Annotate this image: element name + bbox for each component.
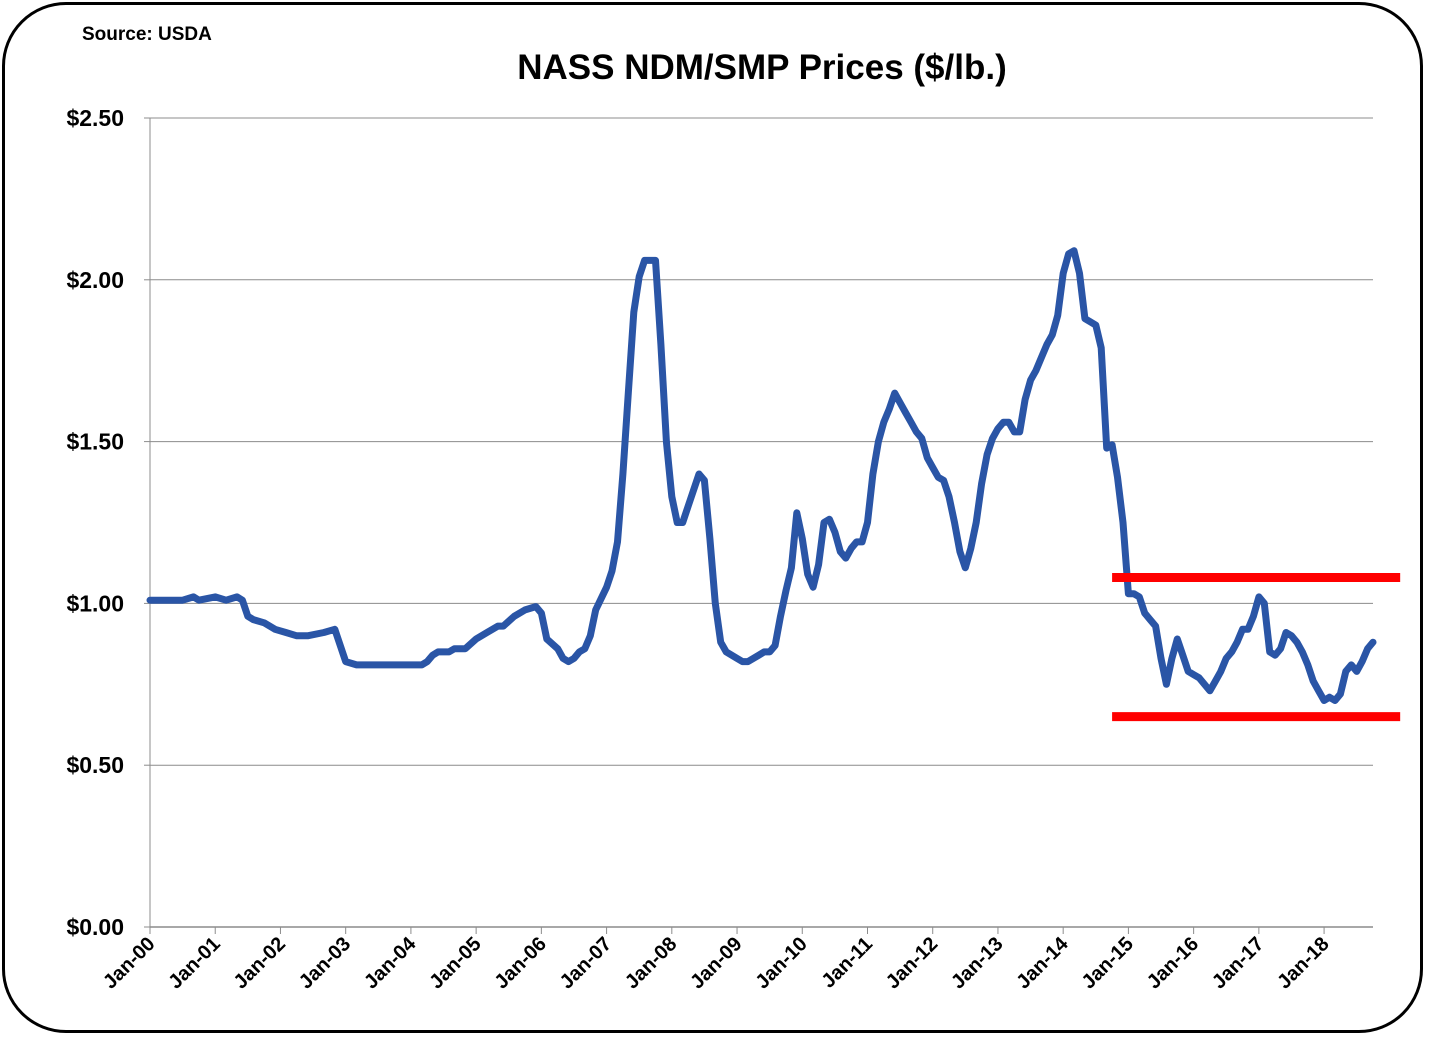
x-tick-label: Jan-18	[1273, 933, 1333, 993]
x-tick-label: Jan-08	[621, 933, 681, 993]
y-tick-label: $0.00	[66, 914, 124, 940]
x-tick-label: Jan-16	[1143, 933, 1203, 993]
y-tick-label: $2.00	[66, 267, 124, 293]
x-tick-label: Jan-14	[1012, 932, 1073, 993]
x-tick-label: Jan-01	[164, 933, 224, 993]
y-tick-label: $1.00	[66, 590, 124, 616]
x-tick-label: Jan-06	[491, 933, 551, 993]
x-tick-label: Jan-12	[882, 933, 942, 993]
x-tick-label: Jan-05	[425, 933, 485, 993]
series-line	[146, 247, 1377, 704]
chart-title: NASS NDM/SMP Prices ($/lb.)	[517, 48, 1007, 87]
y-tick-label: $1.50	[66, 429, 124, 455]
x-tick-label: Jan-10	[751, 933, 811, 993]
x-tick-label: Jan-17	[1208, 933, 1268, 993]
x-tick-label: Jan-07	[556, 933, 616, 993]
x-tick-label: Jan-03	[295, 933, 355, 993]
x-tick-label: Jan-13	[947, 933, 1007, 993]
x-tick-label: Jan-15	[1078, 933, 1138, 993]
x-tick-label: Jan-04	[360, 932, 421, 993]
y-tick-label: $2.50	[66, 105, 124, 131]
x-tick-label: Jan-00	[99, 933, 159, 993]
y-tick-label: $0.50	[66, 752, 124, 778]
x-tick-label: Jan-09	[686, 933, 746, 993]
x-tick-label: Jan-11	[817, 933, 877, 993]
x-tick-label: Jan-02	[230, 933, 290, 993]
source-note: Source: USDA	[82, 24, 212, 45]
